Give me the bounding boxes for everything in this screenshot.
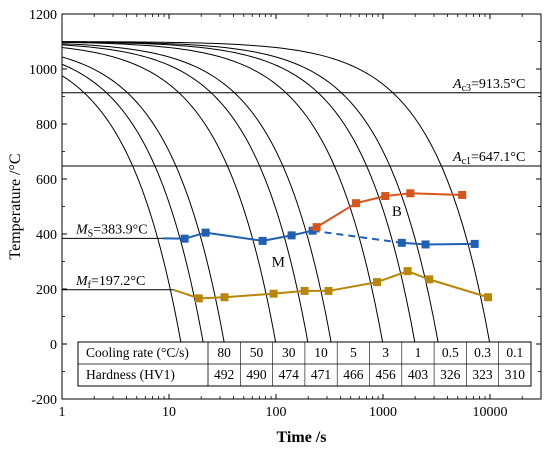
series-line: [173, 270, 489, 300]
cooling-curve: [62, 43, 332, 345]
data-point: [373, 278, 382, 287]
reference-label: MS=383.9°C: [75, 222, 148, 239]
cooling-curve: [62, 41, 384, 345]
y-axis-label: Temperature /°C: [7, 153, 24, 259]
data-point: [220, 293, 229, 302]
cooling-curve: [62, 75, 182, 345]
data-point: [308, 226, 317, 235]
hardness-table: Cooling rate (°C/s) 80 50 30 10 5 3 1 0.5 0.3 0.1 H…: [77, 341, 532, 387]
cooling-curve: [62, 41, 491, 345]
data-point: [287, 231, 296, 240]
table-cell: 474: [279, 367, 300, 382]
data-point: [406, 189, 415, 198]
table-cell: 310: [505, 367, 526, 382]
annotations: Ac3=913.5°C Ac1=647.1°C MS=383.9°C Mf=197.2…: [75, 77, 525, 291]
table-cell: 0.5: [442, 345, 459, 360]
table-cell: 30: [282, 345, 296, 360]
y-tick-label: -200: [31, 393, 57, 408]
x-tick-label: 100: [265, 405, 286, 420]
cooling-curve: [62, 41, 439, 345]
table-cell: 0.1: [506, 345, 523, 360]
data-point: [352, 199, 361, 208]
cooling-curve: [62, 56, 225, 345]
region-label: M: [272, 254, 285, 270]
x-tick-label: 10000: [472, 405, 507, 420]
reference-label: Ac1=647.1°C: [452, 150, 525, 167]
data-point: [470, 239, 479, 248]
table-cell: 5: [350, 345, 357, 360]
data-point: [397, 238, 406, 247]
data-point: [180, 234, 189, 243]
data-point: [458, 190, 467, 199]
data-point: [324, 286, 333, 295]
table-cell: 0.3: [474, 345, 491, 360]
table-row-header: Cooling rate (°C/s): [86, 345, 189, 360]
table-cell: 1: [415, 345, 422, 360]
x-tick-label: 1000: [369, 405, 397, 420]
reference-label: Ac3=913.5°C: [452, 77, 525, 94]
axes: 1 10 100 1000 10000 -200 0 200 400 600 800 1000 1200…: [7, 8, 542, 446]
y-tick-label: 1000: [29, 63, 57, 78]
data-point: [403, 267, 412, 276]
table-cell: 403: [408, 367, 429, 382]
table-cell: 492: [214, 367, 234, 382]
data-point: [258, 236, 267, 245]
table-cell: 326: [440, 367, 461, 382]
cooling-curves: [62, 41, 491, 345]
y-tick-label: 0: [50, 338, 57, 353]
table-cell: 466: [343, 367, 364, 382]
data-point: [421, 240, 430, 249]
x-tick-label: 10: [162, 405, 176, 420]
table-cell: 323: [472, 367, 493, 382]
y-tick-label: 400: [36, 228, 57, 243]
reference-lines: [62, 92, 541, 291]
y-tick-label: 200: [36, 283, 57, 298]
data-point: [269, 289, 278, 298]
cooling-curve: [62, 63, 204, 345]
table-cell: 10: [314, 345, 328, 360]
region-label: B: [392, 204, 402, 220]
table-cell: 490: [246, 367, 267, 382]
x-tick-label: 1: [59, 405, 66, 420]
table-cell: 80: [217, 345, 231, 360]
cooling-curve: [62, 44, 309, 345]
y-tick-label: 600: [36, 173, 57, 188]
data-point: [300, 286, 309, 295]
data-point: [194, 294, 203, 303]
y-tick-label: 1200: [29, 8, 57, 23]
data-point: [381, 192, 390, 201]
reference-label: Mf=197.2°C: [75, 274, 145, 291]
data-point: [484, 293, 493, 302]
plot-frame: [61, 13, 542, 400]
data-point: [201, 228, 210, 237]
series-line: [312, 229, 402, 244]
series-line: [401, 241, 475, 246]
table-cell: 50: [250, 345, 264, 360]
table-cell: 3: [382, 345, 389, 360]
data-point: [312, 223, 321, 232]
y-tick-label: 800: [36, 118, 57, 133]
cooling-curve: [62, 47, 277, 345]
transformation-series: [162, 189, 493, 303]
data-point: [425, 275, 434, 284]
table-row-header: Hardness (HV1): [86, 367, 175, 382]
table-cell: 471: [311, 367, 331, 382]
table-cell: 456: [376, 367, 397, 382]
x-axis-label: Time /s: [277, 429, 327, 446]
